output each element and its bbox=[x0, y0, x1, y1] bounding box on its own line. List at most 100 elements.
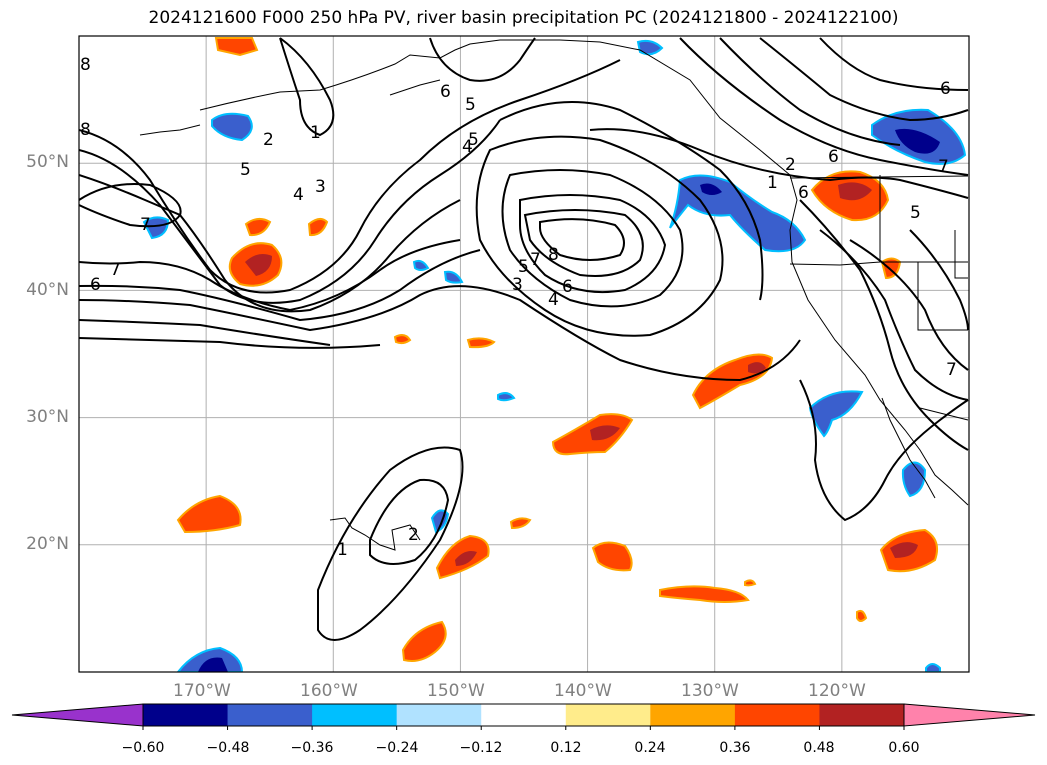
colorbar-box bbox=[565, 704, 651, 726]
contour-label: 5 bbox=[518, 257, 529, 277]
contour-label: 5 bbox=[910, 203, 921, 223]
precip-blob bbox=[659, 585, 750, 603]
pv-contours bbox=[79, 37, 969, 641]
precip-core bbox=[838, 182, 872, 201]
colorbar-tick-label: 0.24 bbox=[634, 740, 666, 756]
contour-label: 5 bbox=[240, 160, 251, 180]
precip-blob bbox=[443, 270, 464, 284]
precip-blob bbox=[142, 216, 170, 240]
colorbar-box bbox=[396, 704, 482, 726]
colorbar-frame bbox=[142, 703, 905, 727]
plot-title: 2024121600 F000 250 hPa PV, river basin … bbox=[148, 8, 899, 28]
contour-label: 7 bbox=[140, 215, 151, 235]
colorbar-tick-label: 0.48 bbox=[803, 740, 835, 756]
colorbar-extend-high bbox=[903, 703, 1036, 727]
colorbar-tick-label: 0.12 bbox=[550, 740, 582, 756]
contour-label: 8 bbox=[80, 120, 91, 140]
contour-label: 5 bbox=[465, 95, 476, 115]
colorbar-tick-label: −0.48 bbox=[206, 740, 250, 756]
precip-core bbox=[245, 254, 272, 276]
contour-label: 1 bbox=[310, 123, 321, 143]
precip-blob bbox=[307, 218, 329, 237]
contour-label: 4 bbox=[462, 137, 473, 157]
colorbar-box bbox=[819, 704, 905, 726]
precip-blob bbox=[214, 37, 259, 57]
precip-blob bbox=[509, 517, 532, 530]
precip-blob bbox=[901, 461, 927, 498]
lon-label-150w: 150°W bbox=[427, 681, 485, 701]
map-frame bbox=[78, 35, 970, 673]
contour-label: 2 bbox=[785, 155, 796, 175]
contour-label: 6 bbox=[828, 147, 839, 167]
precip-core bbox=[590, 425, 620, 441]
lat-label-50n: 50°N bbox=[26, 152, 69, 172]
colorbar-tick-label: −0.36 bbox=[290, 740, 334, 756]
colorbar-box bbox=[143, 704, 229, 726]
colorbar bbox=[11, 703, 1036, 730]
contour-label: 2 bbox=[408, 525, 419, 545]
map-gridlines bbox=[79, 36, 969, 672]
precip-negative-areas bbox=[142, 39, 967, 672]
contour-label: 3 bbox=[512, 275, 523, 295]
state-borders bbox=[789, 175, 969, 421]
colorbar-tick-label: −0.24 bbox=[375, 740, 419, 756]
lat-label-20n: 20°N bbox=[26, 534, 69, 554]
colorbar-tick-label: 0.60 bbox=[888, 740, 920, 756]
precip-core bbox=[895, 128, 940, 154]
lat-label-30n: 30°N bbox=[26, 407, 69, 427]
precip-blob bbox=[466, 337, 496, 349]
lon-label-120w: 120°W bbox=[808, 681, 866, 701]
contour-label: 7 bbox=[530, 250, 541, 270]
contour-label: 2 bbox=[263, 130, 274, 150]
contour-label: 4 bbox=[548, 290, 559, 310]
precip-blob bbox=[856, 609, 868, 622]
colorbar-box bbox=[734, 704, 820, 726]
lon-label-160w: 160°W bbox=[300, 681, 358, 701]
precip-blob bbox=[497, 392, 516, 402]
precip-core bbox=[890, 542, 918, 558]
precip-blob bbox=[176, 494, 242, 534]
contour-label: 4 bbox=[293, 185, 304, 205]
precip-blob bbox=[669, 174, 807, 253]
colorbar-box bbox=[312, 704, 398, 726]
precip-blob bbox=[808, 390, 864, 438]
contour-label: 7 bbox=[946, 360, 957, 380]
contour-label: 3 bbox=[315, 177, 326, 197]
precip-blob bbox=[401, 620, 447, 662]
contour-label: 6 bbox=[798, 183, 809, 203]
contour-label: 8 bbox=[80, 55, 91, 75]
lat-label-40n: 40°N bbox=[26, 280, 69, 300]
precip-blob bbox=[393, 334, 412, 345]
lon-label-140w: 140°W bbox=[554, 681, 612, 701]
contour-labels: 8 8 6 5 2 1 5 4 3 7 7 6 6 5 4 5 3 7 8 4 … bbox=[80, 55, 957, 560]
colorbar-tick-label: −0.60 bbox=[121, 740, 165, 756]
precip-core bbox=[700, 183, 722, 195]
contour-label: 7 bbox=[110, 260, 121, 280]
contour-label: 6 bbox=[562, 277, 573, 297]
precip-blob bbox=[412, 259, 430, 271]
contour-label: 7 bbox=[938, 157, 949, 177]
colorbar-box bbox=[650, 704, 736, 726]
colorbar-tick-label: 0.36 bbox=[719, 740, 751, 756]
lon-label-170w: 170°W bbox=[173, 681, 231, 701]
precip-positive-areas bbox=[176, 37, 938, 662]
precip-blob bbox=[744, 579, 757, 587]
colorbar-tick-label: −0.12 bbox=[459, 740, 503, 756]
precip-blob bbox=[636, 39, 664, 56]
contour-label: 6 bbox=[90, 275, 101, 295]
colorbar-extend-low bbox=[11, 703, 144, 727]
precip-core bbox=[455, 551, 477, 566]
contour-label: 6 bbox=[440, 82, 451, 102]
precip-blob bbox=[244, 218, 272, 237]
contour-label: 5 bbox=[468, 130, 479, 150]
precip-core bbox=[748, 362, 766, 374]
colorbar-box bbox=[227, 704, 313, 726]
precip-blob bbox=[591, 541, 633, 572]
precip-blob bbox=[925, 663, 941, 672]
precip-core bbox=[198, 657, 228, 672]
lon-label-130w: 130°W bbox=[681, 681, 739, 701]
precip-blob bbox=[691, 353, 774, 410]
contour-label: 6 bbox=[940, 79, 951, 99]
contour-label: 1 bbox=[337, 540, 348, 560]
